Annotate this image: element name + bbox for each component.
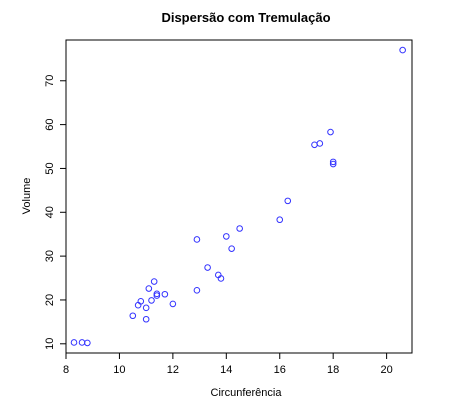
data-point: [228, 245, 235, 252]
data-point: [311, 141, 318, 149]
data-points: [70, 46, 406, 347]
data-point: [161, 290, 169, 298]
y-axis-label: Volume: [21, 178, 33, 215]
data-point: [193, 236, 201, 243]
data-point: [134, 301, 142, 309]
y-tick-label: 40: [44, 206, 56, 218]
data-point: [316, 140, 324, 147]
x-tick-label: 8: [63, 364, 69, 376]
data-point: [327, 128, 334, 136]
data-point: [78, 339, 86, 346]
data-point: [276, 216, 284, 224]
data-point: [129, 312, 137, 320]
data-point: [169, 300, 177, 308]
x-tick-label: 10: [113, 364, 125, 376]
x-tick-label: 18: [327, 364, 339, 376]
data-point: [329, 158, 337, 166]
data-point: [145, 285, 153, 292]
data-point: [329, 160, 337, 168]
x-tick-label: 12: [167, 364, 179, 376]
data-point: [204, 264, 211, 271]
data-point: [70, 339, 78, 346]
chart-title: Dispersão com Tremulação: [161, 10, 330, 25]
data-point: [153, 292, 161, 299]
data-point: [137, 297, 145, 305]
x-tick-label: 20: [380, 364, 392, 376]
data-point: [284, 197, 292, 205]
y-tick-label: 70: [44, 75, 56, 87]
y-axis: 10 20 30 40 50 60 70: [44, 75, 66, 350]
y-tick-label: 30: [44, 250, 56, 262]
data-point: [236, 225, 243, 232]
y-tick-label: 60: [44, 118, 56, 130]
data-point: [399, 46, 406, 54]
data-point: [142, 315, 150, 323]
x-axis-label: Circunferência: [211, 387, 283, 399]
y-tick-label: 10: [44, 338, 56, 350]
data-point: [142, 304, 150, 312]
x-tick-label: 14: [220, 364, 232, 376]
plot-frame: [65, 39, 413, 354]
y-tick-label: 20: [44, 294, 56, 306]
data-point: [148, 297, 155, 304]
y-tick-label: 50: [44, 162, 56, 174]
data-point: [223, 233, 230, 240]
data-point: [150, 278, 158, 285]
x-tick-label: 16: [274, 364, 286, 376]
data-point: [193, 287, 201, 294]
x-axis: 8 10 12 14 16 18 20: [63, 353, 393, 376]
data-point: [153, 290, 161, 298]
data-point: [217, 275, 225, 282]
data-point: [84, 339, 91, 347]
